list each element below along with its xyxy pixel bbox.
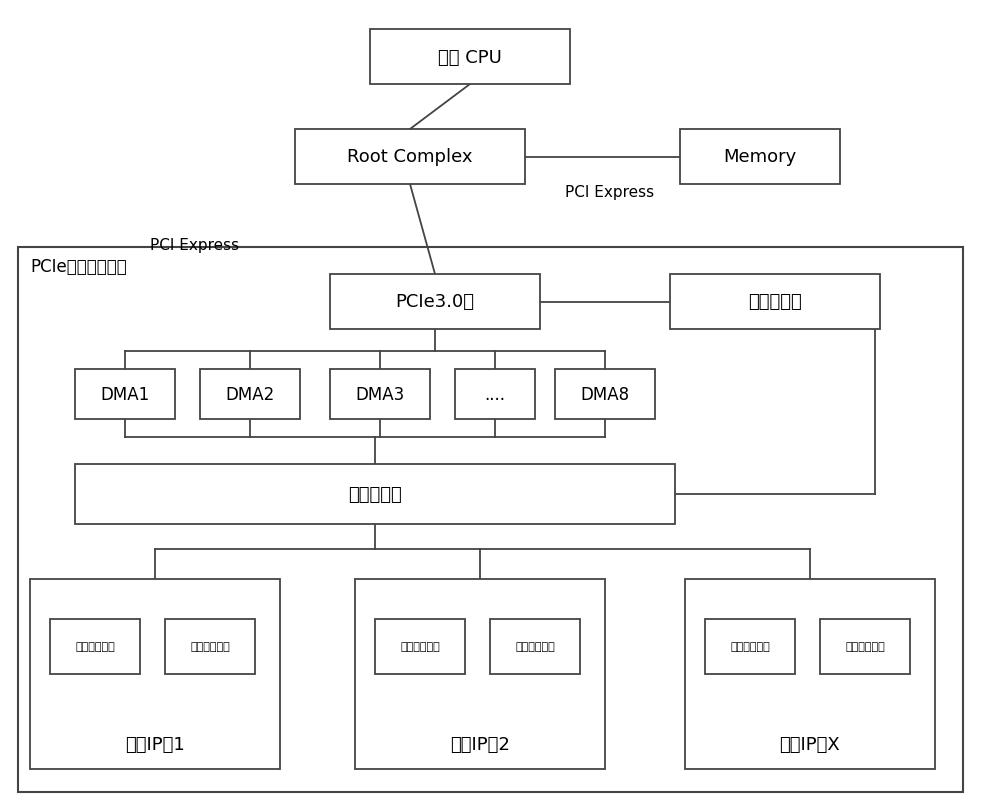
Bar [165, 620, 255, 674]
Bar [75, 465, 675, 525]
Bar [30, 579, 280, 769]
Text: 第一存储单元: 第一存储单元 [400, 642, 440, 652]
Text: ....: .... [484, 385, 506, 404]
Bar [330, 275, 540, 329]
Bar [680, 130, 840, 185]
Text: 算法IP核1: 算法IP核1 [125, 735, 185, 753]
Bar [375, 620, 465, 674]
Text: DMA2: DMA2 [225, 385, 275, 404]
Text: DMA3: DMA3 [355, 385, 405, 404]
Text: 主机 CPU: 主机 CPU [438, 49, 502, 67]
Bar [295, 130, 525, 185]
Text: PCI Express: PCI Express [565, 185, 654, 200]
Text: Root Complex: Root Complex [347, 148, 473, 166]
Bar [330, 370, 430, 419]
Text: PCIe接口算法芯片: PCIe接口算法芯片 [30, 258, 127, 276]
Bar [355, 579, 605, 769]
Bar [555, 370, 655, 419]
Text: DMA8: DMA8 [580, 385, 630, 404]
Bar [200, 370, 300, 419]
Bar [18, 247, 963, 792]
Bar [50, 620, 140, 674]
Text: PCI Express: PCI Express [150, 238, 239, 253]
Text: 第二存储单元: 第二存储单元 [515, 642, 555, 652]
Text: 第二存储单元: 第二存储单元 [845, 642, 885, 652]
Bar [670, 275, 880, 329]
Text: 第一存储单元: 第一存储单元 [730, 642, 770, 652]
Text: 算法IP核X: 算法IP核X [780, 735, 840, 753]
Bar [455, 370, 535, 419]
Text: 第二存储单元: 第二存储单元 [190, 642, 230, 652]
Text: Memory: Memory [723, 148, 797, 166]
Text: PCIe3.0核: PCIe3.0核 [396, 293, 475, 311]
Bar [75, 370, 175, 419]
Text: 秘鑰控制器: 秘鑰控制器 [748, 293, 802, 311]
Bar [685, 579, 935, 769]
Bar [490, 620, 580, 674]
Text: 算法IP核2: 算法IP核2 [450, 735, 510, 753]
Text: 算法控制器: 算法控制器 [348, 486, 402, 504]
Bar [820, 620, 910, 674]
Text: DMA1: DMA1 [100, 385, 150, 404]
Bar [705, 620, 795, 674]
Text: 第一存储单元: 第一存储单元 [75, 642, 115, 652]
Bar [370, 30, 570, 85]
